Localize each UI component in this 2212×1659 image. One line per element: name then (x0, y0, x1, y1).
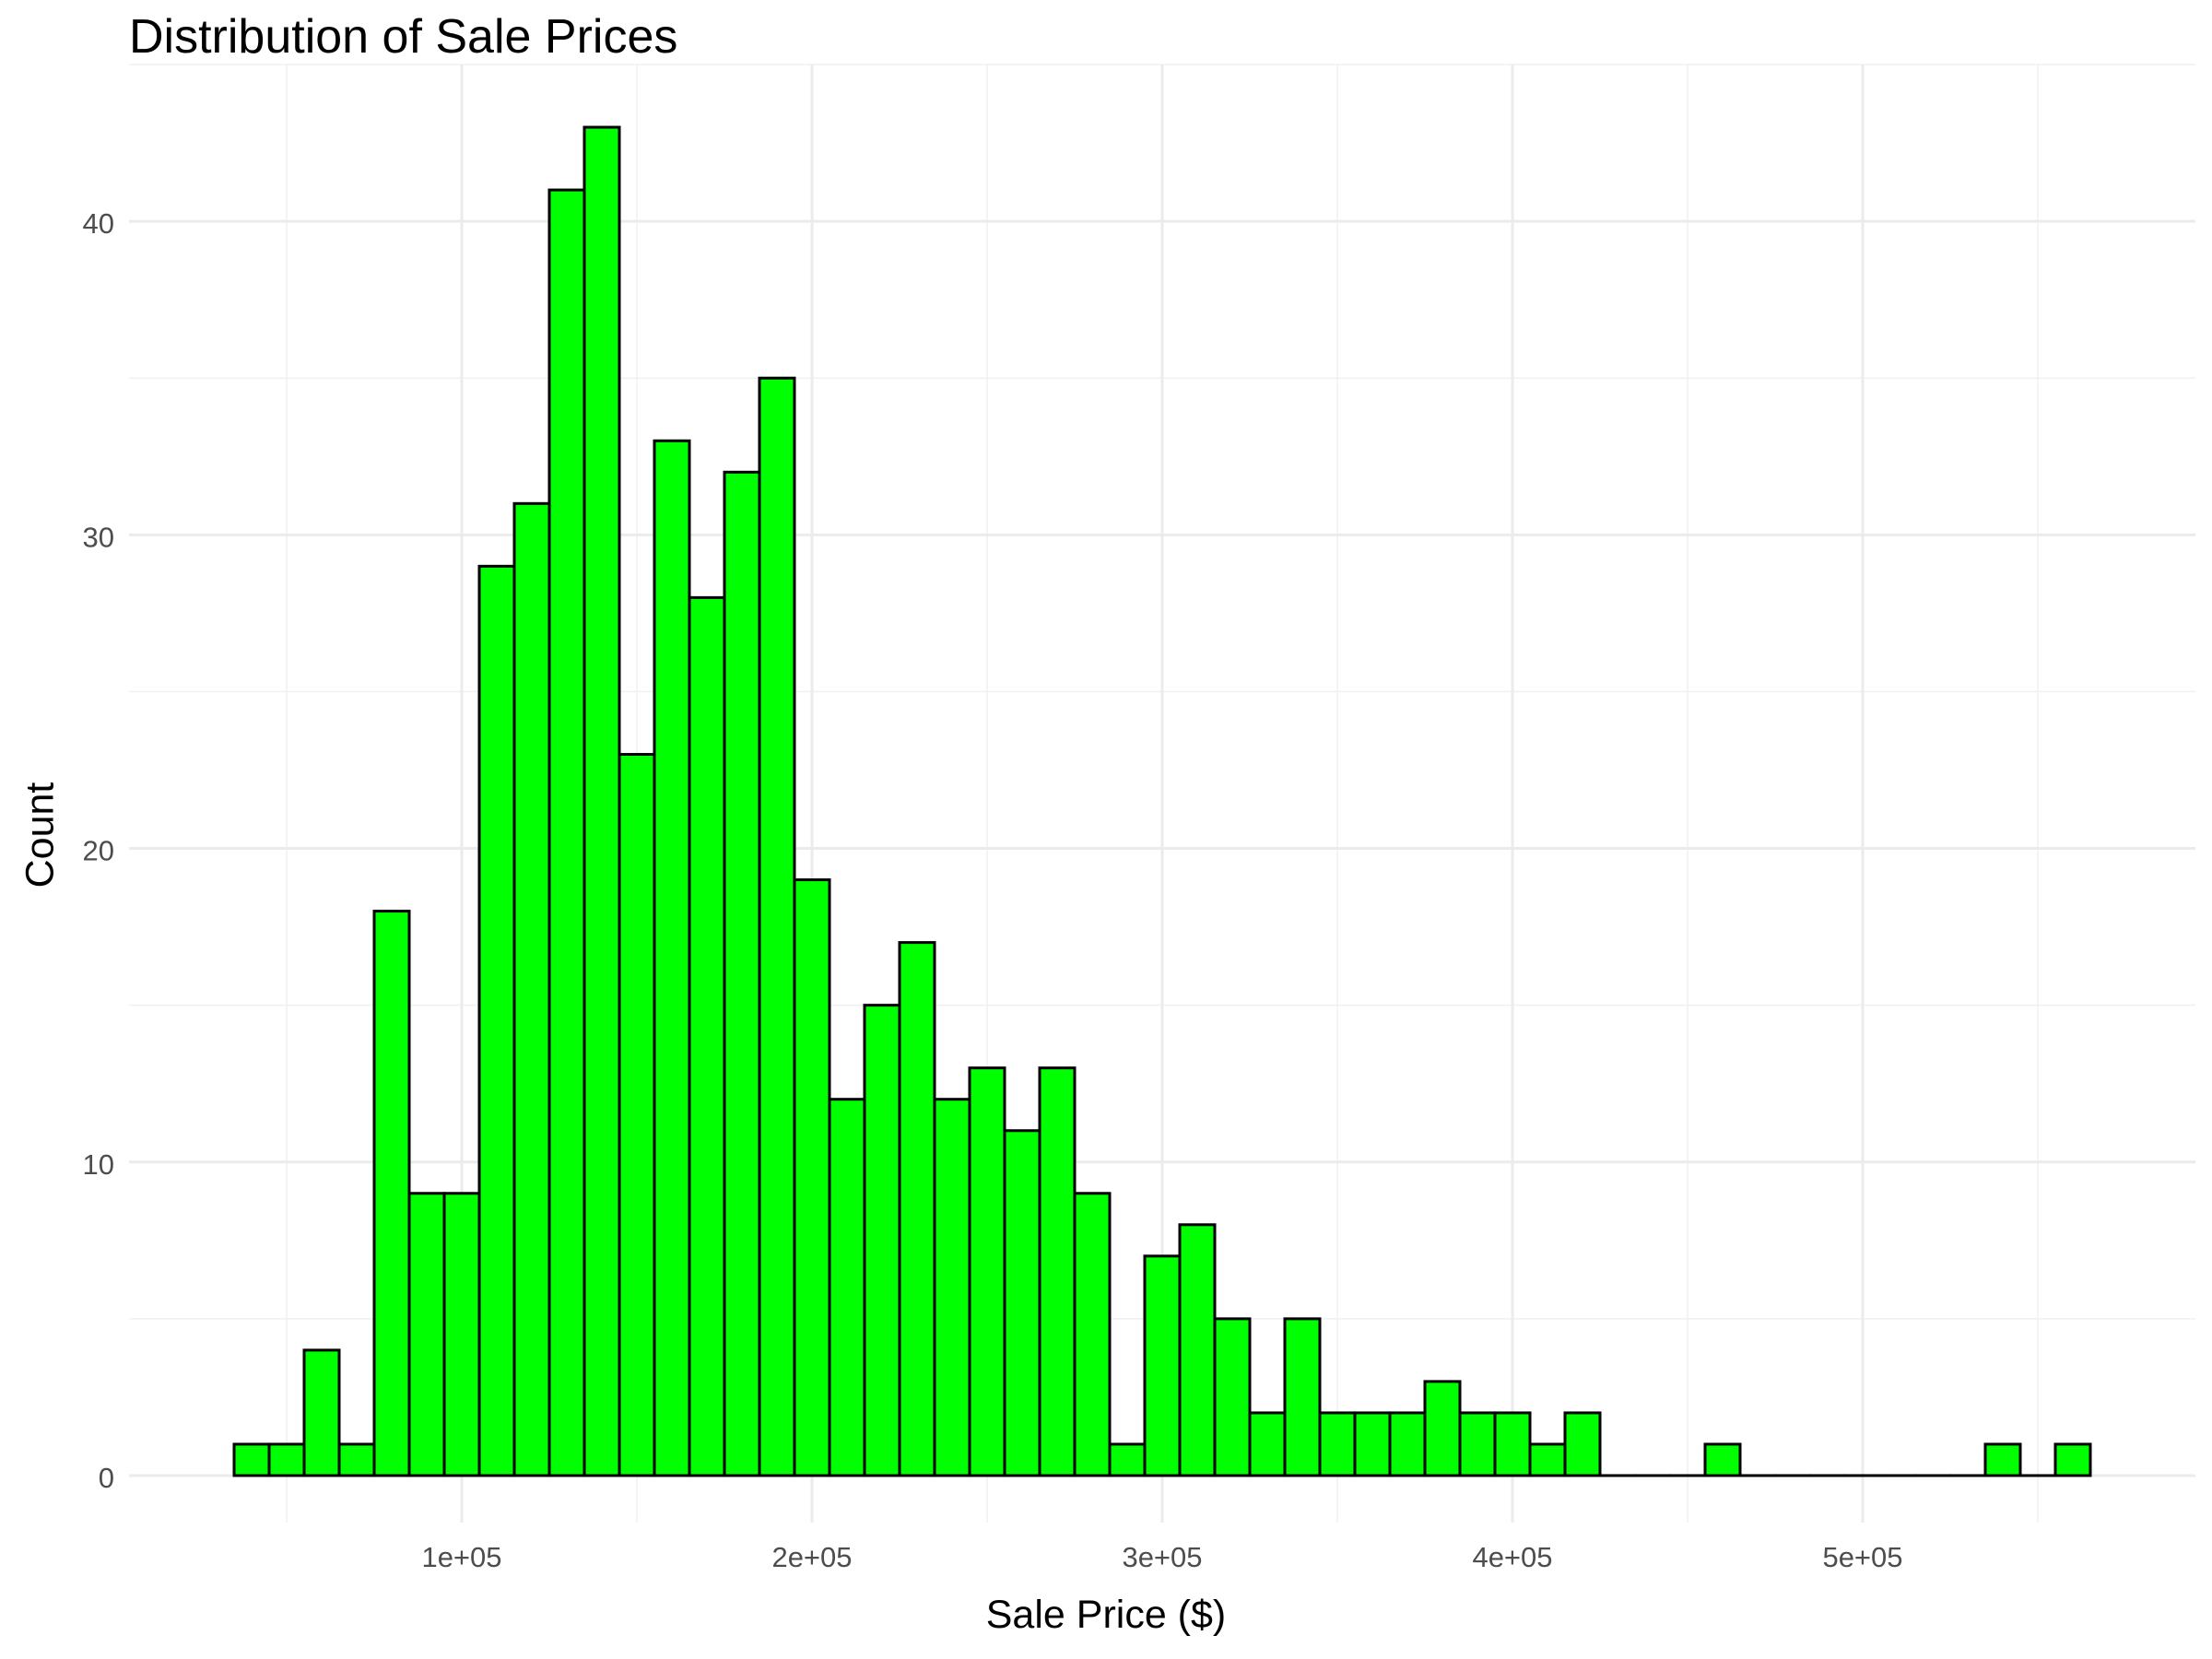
histogram-bar (793, 878, 831, 1477)
histogram-bar (582, 125, 621, 1477)
histogram-bar (2053, 1442, 2092, 1477)
y-tick-label: 30 (83, 521, 114, 553)
histogram-bar (547, 188, 586, 1477)
histogram-bar (1143, 1254, 1182, 1477)
histogram-bar (863, 1004, 901, 1477)
histogram-bar (477, 564, 516, 1477)
x-tick-label: 3e+05 (1122, 1541, 1202, 1573)
histogram-bar (1178, 1223, 1217, 1477)
y-axis-label: Count (18, 782, 63, 888)
histogram-bar (653, 439, 691, 1477)
y-tick-label: 40 (83, 207, 114, 240)
x-tick-label: 4e+05 (1472, 1541, 1552, 1573)
histogram-bar (267, 1442, 306, 1477)
histogram-bar (968, 1066, 1006, 1477)
histogram-bar (1073, 1192, 1112, 1477)
histogram-bar (1003, 1129, 1041, 1477)
histogram-bar (1318, 1411, 1357, 1477)
histogram-bar (302, 1348, 341, 1477)
histogram-bar (1563, 1411, 1602, 1477)
x-tick-label: 5e+05 (1822, 1541, 1902, 1573)
histogram-bar (1038, 1066, 1077, 1477)
histogram-bar (1353, 1411, 1392, 1477)
histogram-bar (1213, 1317, 1252, 1477)
histogram-bar (337, 1442, 376, 1477)
histogram-bar (1283, 1317, 1322, 1477)
histogram-bar (898, 941, 936, 1477)
histogram-bar (512, 501, 551, 1477)
histogram-bar (1983, 1442, 2022, 1477)
histogram-bar (1423, 1380, 1462, 1477)
y-tick-label: 20 (83, 835, 114, 867)
histogram-bar (1528, 1442, 1567, 1477)
histogram-bar (1703, 1442, 1742, 1477)
histogram-bar (442, 1192, 481, 1477)
histogram-bar (723, 470, 761, 1477)
histogram-bar (407, 1192, 446, 1477)
histogram-bar (618, 752, 656, 1477)
y-tick-label: 10 (83, 1148, 114, 1181)
histogram-bar (1248, 1411, 1287, 1477)
y-tick-label: 0 (99, 1462, 114, 1494)
histogram-bar (372, 910, 411, 1477)
histogram-bar (1388, 1411, 1427, 1477)
histogram-bar (758, 376, 796, 1477)
histogram-bar (1458, 1411, 1497, 1477)
x-tick-label: 1e+05 (421, 1541, 501, 1573)
histogram-bar (1493, 1411, 1532, 1477)
histogram-bar (828, 1098, 866, 1477)
x-tick-label: 2e+05 (771, 1541, 852, 1573)
histogram-bar (1108, 1442, 1147, 1477)
histogram-bar (933, 1098, 971, 1477)
chart-title: Distribution of Sale Prices (129, 10, 678, 64)
histogram-bar (232, 1442, 271, 1477)
x-axis-label: Sale Price ($) (985, 1593, 1227, 1637)
histogram-bar (688, 595, 726, 1477)
